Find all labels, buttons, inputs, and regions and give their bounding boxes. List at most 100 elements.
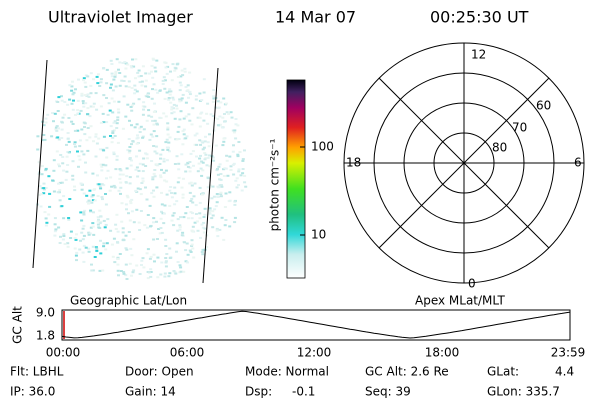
pixel (108, 189, 112, 192)
pixel (159, 217, 163, 220)
pixel (165, 253, 169, 255)
pixel (117, 68, 120, 71)
pixel (76, 150, 79, 153)
pixel (98, 148, 102, 151)
pixel (119, 192, 122, 195)
pixel (91, 105, 95, 108)
pixel (98, 85, 102, 87)
pixel (71, 80, 74, 83)
pixel (211, 115, 215, 117)
pixel (159, 273, 163, 276)
pixel (144, 165, 148, 167)
pixel (215, 169, 219, 172)
pixel (126, 103, 130, 106)
edge-line (32, 59, 48, 269)
pixel (234, 179, 238, 182)
pixel (150, 97, 154, 100)
pixel (206, 156, 210, 159)
pixel (195, 155, 198, 158)
pixel (149, 268, 153, 271)
edge-line (202, 67, 219, 284)
pixel (181, 93, 185, 96)
pixel (69, 230, 73, 233)
pixel (73, 237, 77, 240)
pixel (42, 188, 46, 191)
pixel (223, 113, 226, 115)
pixel (155, 186, 159, 189)
pixel (85, 95, 89, 97)
pixel (96, 220, 100, 223)
pixel (44, 224, 48, 227)
pixel (186, 84, 190, 87)
pixel (231, 150, 235, 153)
pixel (127, 231, 131, 233)
pixel (152, 172, 156, 175)
pixel (77, 165, 80, 168)
pixel (120, 202, 124, 205)
pixel (178, 226, 182, 229)
pixel (212, 89, 216, 91)
pixel (128, 182, 132, 185)
pixel (102, 219, 106, 222)
pixel (137, 98, 141, 101)
pixel (164, 245, 168, 247)
pixel (99, 187, 103, 190)
pixel (146, 93, 150, 96)
pixel (169, 70, 172, 73)
pixel (172, 212, 176, 215)
pixel (152, 111, 156, 113)
pixel (48, 192, 52, 195)
pixel (166, 148, 170, 151)
pixel (138, 131, 142, 133)
pixel (66, 245, 70, 248)
x-tick-label: 12:00 (297, 346, 332, 360)
pixel (208, 133, 211, 136)
pixel (137, 75, 141, 78)
pixel (218, 228, 222, 231)
pixel (98, 222, 102, 225)
pixel (152, 195, 156, 198)
pixel (168, 247, 172, 250)
pixel (139, 75, 143, 77)
pixel (44, 217, 48, 220)
pixel (180, 97, 184, 100)
pixel (135, 123, 139, 126)
pixel (165, 180, 169, 183)
pixel (86, 75, 90, 78)
pixel (65, 155, 69, 158)
pixel (124, 181, 128, 184)
pixel (173, 192, 177, 195)
pixel (139, 125, 143, 128)
pixel (66, 242, 70, 245)
pixel (211, 226, 215, 229)
pixel (117, 189, 121, 192)
pixel (91, 199, 95, 202)
plot-label: Geographic Lat/Lon (70, 294, 187, 308)
pixel (105, 156, 109, 159)
pixel (71, 108, 75, 111)
pixel (243, 174, 247, 177)
lat-label: 80 (492, 141, 507, 155)
pixel (112, 100, 116, 103)
pixel (150, 70, 153, 73)
pixel (237, 141, 241, 143)
pixel (233, 216, 237, 219)
pixel (165, 91, 169, 94)
pixel (84, 85, 88, 88)
pixel (83, 133, 87, 136)
pixel (95, 108, 99, 111)
pixel (189, 181, 193, 184)
pixel (142, 101, 146, 104)
pixel (241, 172, 245, 175)
pixel (198, 157, 202, 160)
pixel (178, 100, 182, 103)
pixel (201, 141, 205, 144)
pixel (165, 146, 169, 149)
pixel (124, 274, 128, 277)
pixel (116, 119, 120, 121)
pixel (178, 118, 182, 121)
pixel (158, 116, 162, 119)
pixel (215, 201, 219, 204)
pixel (82, 77, 86, 80)
pixel (159, 174, 162, 177)
